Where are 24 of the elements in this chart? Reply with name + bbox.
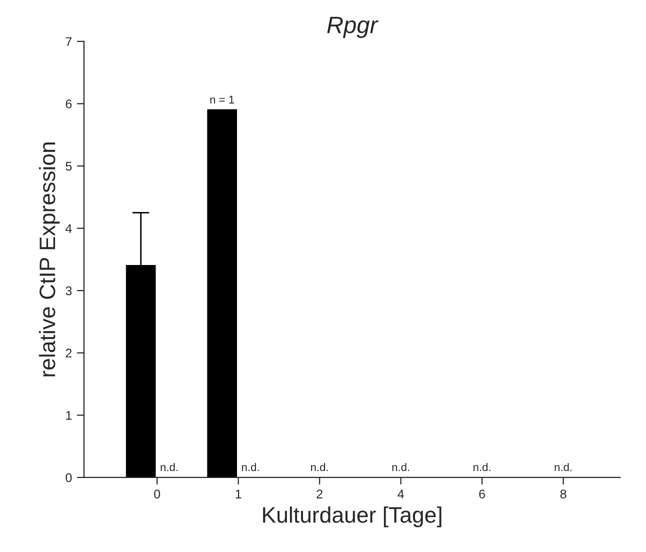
y-tick-label: 5 — [66, 162, 72, 171]
y-tick-label: 7 — [66, 37, 72, 46]
x-tick-label: 6 — [479, 490, 485, 498]
x-tick-label: 1 — [236, 490, 242, 498]
annotation: n.d. — [392, 462, 410, 472]
x-tick-label: 4 — [398, 490, 404, 498]
y-axis-title: relative CtIP Expression — [38, 142, 60, 376]
x-axis-title: Kulturdauer [Tage] — [263, 506, 442, 528]
annotation: n = 1 — [210, 96, 234, 104]
annotation: n.d. — [474, 462, 490, 472]
annotation: n.d. — [160, 462, 178, 472]
y-tick-label: 2 — [66, 348, 72, 358]
x-tick-label: 2 — [316, 490, 322, 498]
y-tick-label: 1 — [66, 411, 72, 420]
y-tick-label: 4 — [66, 224, 72, 233]
annotation: n.d. — [554, 462, 572, 472]
y-tick-label: 6 — [66, 100, 72, 108]
chart-title: Rpgr — [327, 16, 378, 38]
annotation: n.d. — [242, 462, 259, 472]
y-tick-label: 3 — [66, 286, 72, 296]
x-tick-label: 0 — [154, 490, 160, 498]
y-tick-label: 0 — [66, 473, 72, 482]
x-tick-label: 8 — [560, 490, 566, 498]
annotation: n.d. — [311, 462, 328, 472]
